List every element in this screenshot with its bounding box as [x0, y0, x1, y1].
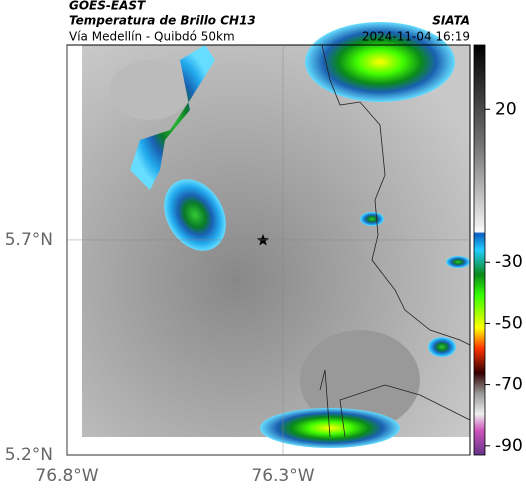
axes: 5.7°N 5.2°N76.8°W 76.3°W 20 -30 -50 -70 -90 [5, 45, 523, 486]
lat-label: 5.7°N [5, 230, 53, 250]
colorbar [473, 44, 486, 456]
colorbar-label: 20 [495, 99, 517, 119]
colorbar-label: -50 [495, 313, 523, 333]
subtitle: Temperatura de Brillo CH13 [69, 14, 256, 28]
colorbar-label: -70 [495, 375, 523, 395]
satellite-image [82, 22, 471, 448]
colorbar-label: -30 [495, 252, 523, 272]
region: Vía Medellín - Quibdó 50km [69, 30, 235, 44]
lat-label: 5.2°N [5, 445, 53, 465]
colorbar-label: -90 [495, 436, 523, 456]
datetime: 2024-11-04 16:19 [362, 30, 470, 44]
lon-label: 76.8°W [35, 466, 98, 486]
lon-label: 76.3°W [251, 466, 314, 486]
title: GOES-EAST [69, 0, 146, 13]
source: SIATA [432, 14, 470, 28]
